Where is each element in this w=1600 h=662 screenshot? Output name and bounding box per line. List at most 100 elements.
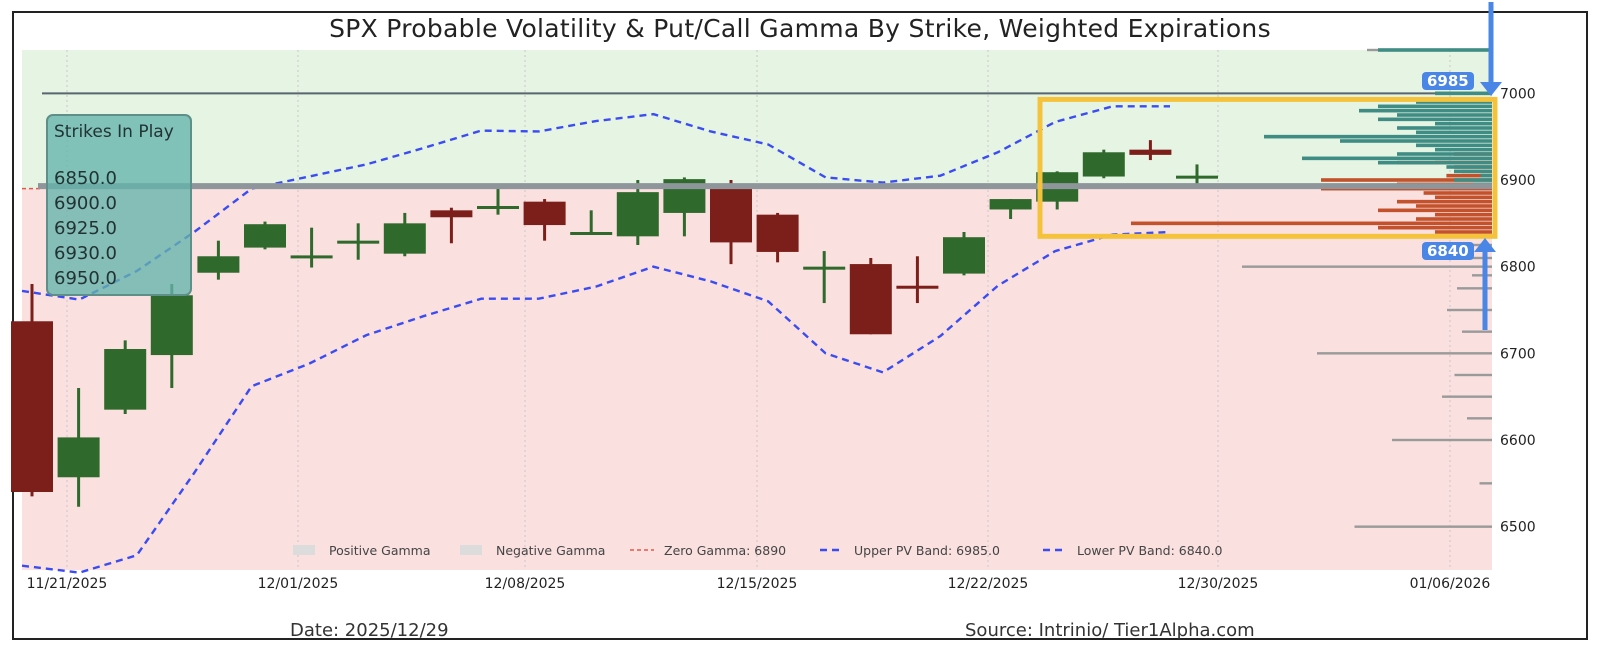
candle-body [710, 188, 752, 243]
call-gamma-bar [1416, 100, 1492, 104]
call-gamma-bar [1397, 113, 1492, 117]
candle-body [337, 240, 380, 244]
x-tick-label: 12/01/2025 [258, 576, 339, 592]
put-gamma-bar [1435, 212, 1492, 217]
call-gamma-bar [1435, 147, 1492, 152]
strike-item: 6850.0 [54, 168, 117, 189]
call-gamma-bar [1378, 48, 1492, 52]
gamma-bar-grey [1354, 525, 1492, 528]
y-tick-label: 6900 [1500, 173, 1536, 189]
strikes-in-play-list: 6850.0 6900.0 6925.0 6930.0 6950.0 [54, 166, 117, 291]
candle-body [756, 214, 799, 252]
call-gamma-bar [1416, 130, 1492, 135]
x-tick-label: 11/21/2025 [27, 576, 108, 592]
candle-body [57, 437, 100, 478]
put-gamma-bar [1435, 230, 1492, 234]
put-gamma-bar [1446, 173, 1492, 178]
lower-band-callout: 6840 [1422, 242, 1474, 260]
call-gamma-bar [1435, 91, 1492, 96]
call-gamma-bar [1435, 121, 1492, 126]
legend-swatch [293, 545, 315, 555]
y-tick-label: 6600 [1500, 433, 1536, 449]
call-gamma-bar [1378, 104, 1492, 109]
strike-item: 6930.0 [54, 243, 117, 264]
upper-pv-band-line [21, 105, 1170, 301]
candle-body [989, 199, 1032, 210]
legend-label: Lower PV Band: 6840.0 [1077, 543, 1223, 558]
gamma-bar-grey [1467, 417, 1492, 420]
lower-pv-band-line [21, 230, 1171, 574]
call-gamma-bar [1378, 160, 1492, 165]
x-tick-label: 12/15/2025 [717, 576, 798, 592]
call-gamma-bar [1397, 126, 1492, 130]
x-tick-label: 12/08/2025 [485, 576, 566, 592]
put-gamma-bar [1416, 204, 1492, 208]
candle-body [570, 232, 613, 235]
gamma-bar-grey [1242, 265, 1492, 268]
strikes-in-play-title: Strikes In Play [54, 122, 174, 142]
highlight-box [1037, 96, 1498, 239]
x-tick-label: 12/30/2025 [1178, 576, 1259, 592]
gamma-bar-grey [1457, 287, 1492, 290]
candle-body [523, 201, 566, 226]
call-gamma-bar [1454, 178, 1492, 182]
put-gamma-bar [1321, 178, 1492, 182]
strikes-in-play-box: Strikes In Play 6850.0 6900.0 6925.0 693… [46, 114, 192, 296]
candle-body [849, 264, 892, 335]
upper-callout-arrow-head [1480, 82, 1502, 96]
y-tick-label: 6500 [1500, 520, 1536, 536]
call-gamma-bar [1378, 117, 1492, 122]
call-gamma-bar [1480, 173, 1492, 178]
put-gamma-bar [1423, 191, 1492, 195]
call-gamma-bar [1359, 108, 1492, 113]
legend: Positive Gamma Negative Gamma Zero Gamma: … [293, 543, 1223, 558]
lower-callout-arrow-head [1474, 238, 1496, 252]
footer-date: Date: 2025/12/29 [290, 620, 449, 641]
candle-body [11, 321, 53, 492]
call-gamma-bar [1264, 134, 1492, 139]
put-gamma-bar [1416, 217, 1492, 221]
strike-item: 6950.0 [54, 268, 117, 289]
page-title: SPX Probable Volatility & Put/Call Gamma… [329, 14, 1271, 43]
strike-item: 6925.0 [54, 218, 117, 239]
gamma-bar-grey [1462, 330, 1492, 333]
x-tick-label: 12/22/2025 [948, 576, 1029, 592]
gamma-bar-grey [1454, 373, 1492, 377]
put-gamma-bar [1397, 199, 1492, 204]
y-tick-label: 7000 [1500, 86, 1536, 102]
candle-body [477, 206, 519, 209]
candle-body [1129, 149, 1172, 155]
legend-label: Negative Gamma [496, 543, 605, 558]
candle-body [383, 223, 426, 254]
candle-body [1082, 152, 1125, 177]
candle-body [1176, 175, 1218, 179]
gamma-bar-grey [1317, 352, 1492, 355]
legend-label: Upper PV Band: 6985.0 [854, 543, 1000, 558]
candle-body [150, 295, 193, 356]
put-gamma-bar [1378, 208, 1492, 213]
gamma-bar-grey [1472, 274, 1492, 277]
x-tick-label: 01/06/2026 [1410, 576, 1491, 592]
call-gamma-bar [1416, 143, 1492, 148]
call-gamma-bar [1340, 139, 1492, 143]
candle-body [197, 256, 240, 273]
candle-body [943, 237, 985, 274]
legend-swatch [460, 545, 482, 555]
strike-item: 6900.0 [54, 193, 117, 214]
call-gamma-bar [1302, 156, 1492, 161]
gamma-bar-grey [1392, 438, 1492, 442]
put-gamma-bar [1435, 195, 1492, 200]
legend-label: Positive Gamma [329, 543, 431, 558]
gamma-bar-grey [1447, 308, 1492, 312]
gamma-bar-grey [1479, 482, 1492, 485]
footer-source: Source: Intrinio/ Tier1Alpha.com [965, 620, 1255, 641]
y-tick-label: 6800 [1500, 260, 1536, 276]
put-gamma-bar [1131, 221, 1492, 226]
y-tick-label: 6700 [1500, 346, 1536, 362]
candle-body [290, 255, 333, 259]
call-gamma-bar [1397, 152, 1492, 156]
put-gamma-bar [1378, 225, 1492, 230]
call-gamma-bar [1454, 169, 1492, 174]
candle-body [104, 349, 147, 410]
